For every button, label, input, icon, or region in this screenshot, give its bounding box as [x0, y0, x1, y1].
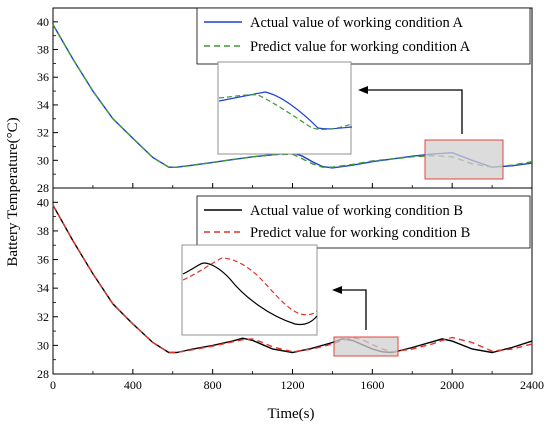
y-tick-label-1-2: 32 — [37, 310, 49, 324]
y-tick-label-1-1: 30 — [37, 338, 49, 352]
x-tick-label-1: 400 — [124, 378, 142, 392]
x-tick-label-4: 1600 — [360, 378, 384, 392]
inset-b-predict-line — [182, 257, 318, 316]
highlight-region-a — [424, 139, 504, 180]
y-tick-label-0-0: 28 — [37, 181, 49, 195]
legend-b-label-predict: Predict value for working condition B — [250, 225, 470, 241]
zoom-arrow-b — [332, 286, 367, 330]
legend-a: Actual value of working condition A Pred… — [196, 7, 531, 65]
y-tick-label-1-5: 38 — [37, 224, 49, 238]
y-tick-label-1-3: 34 — [37, 281, 49, 295]
legend-a-label-actual: Actual value of working condition A — [250, 15, 464, 31]
inset-zoom-b — [181, 244, 318, 336]
highlight-region-b — [333, 336, 399, 357]
y-tick-label-0-5: 38 — [37, 43, 49, 57]
inset-zoom-a — [217, 61, 353, 155]
y-tick-label-1-6: 40 — [37, 195, 49, 209]
y-tick-label-1-4: 36 — [37, 253, 49, 267]
series-line-1-1 — [52, 204, 533, 354]
legend-a-box — [196, 7, 531, 65]
y-axis-title: Battery Temperature(°C) — [5, 117, 21, 266]
legend-b: Actual value of working condition B Pred… — [196, 195, 531, 249]
legend-b-box — [196, 195, 531, 249]
x-axis-title: Time(s) — [268, 406, 315, 422]
zoom-arrow-a — [358, 86, 463, 134]
inset-b-actual-line — [182, 262, 318, 326]
y-tick-label-0-1: 30 — [37, 153, 49, 167]
inset-a-predict-line — [218, 94, 353, 130]
legend-b-label-actual: Actual value of working condition B — [250, 203, 463, 219]
y-tick-label-1-0: 28 — [37, 367, 49, 381]
y-tick-label-0-2: 32 — [37, 126, 49, 140]
x-tick-label-0: 0 — [50, 378, 56, 392]
y-tick-label-0-4: 36 — [37, 70, 49, 84]
x-tick-label-5: 2000 — [440, 378, 464, 392]
legend-a-label-predict: Predict value for working condition A — [250, 39, 471, 55]
x-tick-label-6: 2400 — [520, 378, 544, 392]
x-tick-label-3: 1200 — [281, 378, 305, 392]
y-tick-label-0-6: 40 — [37, 15, 49, 29]
x-tick-label-2: 800 — [204, 378, 222, 392]
y-tick-label-0-3: 34 — [37, 98, 49, 112]
